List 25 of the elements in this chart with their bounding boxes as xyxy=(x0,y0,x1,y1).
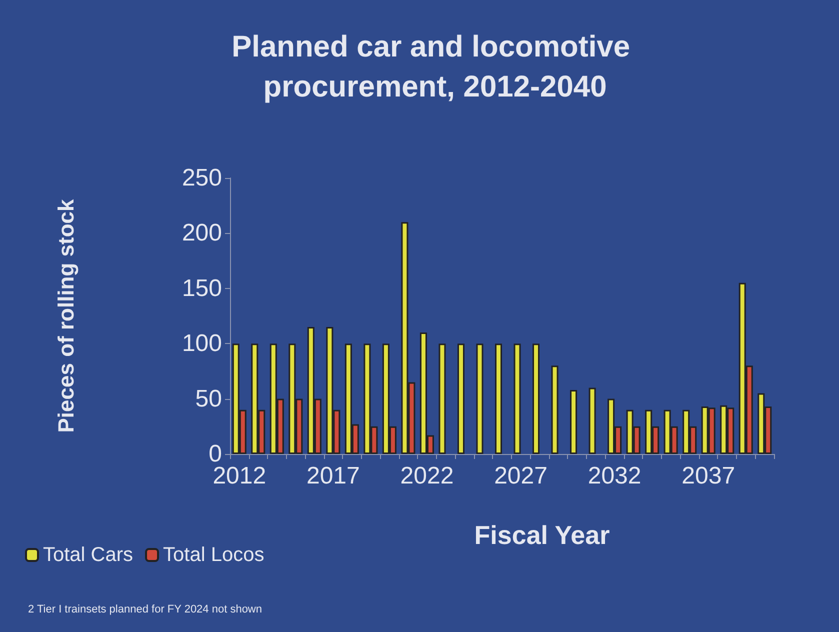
bar xyxy=(438,344,446,454)
x-axis-title: Fiscal Year xyxy=(474,520,610,550)
bar xyxy=(495,344,502,454)
bar xyxy=(570,390,578,454)
legend-label: Total Locos xyxy=(163,544,264,566)
bar xyxy=(532,344,540,454)
text: 2 Tier I trainsets planned for FY 2024 not shown xyxy=(28,604,262,616)
x-tick-label: 2017 xyxy=(306,462,360,490)
y-tick-label: 100 xyxy=(182,330,222,358)
y-tick-label: 250 xyxy=(182,164,222,192)
bar xyxy=(476,344,484,454)
x-tick-label: 2032 xyxy=(588,462,642,490)
bar xyxy=(457,344,464,454)
x-tick-label: 2022 xyxy=(400,462,454,490)
y-tick-label: 150 xyxy=(182,274,222,302)
x-tick-label: 2037 xyxy=(682,462,736,490)
y-axis-title: Pieces of rolling stock xyxy=(54,198,78,433)
y-tick-label: 50 xyxy=(195,385,222,412)
bar xyxy=(588,388,596,454)
bar xyxy=(514,344,521,454)
bar xyxy=(551,366,558,454)
chart-title: Planned car and locomotive procurement, 2012-2040 xyxy=(232,30,638,104)
legend-label: Total Cars xyxy=(43,544,134,566)
x-tick-label: 2027 xyxy=(494,462,548,490)
y-tick-label: 200 xyxy=(182,220,222,247)
